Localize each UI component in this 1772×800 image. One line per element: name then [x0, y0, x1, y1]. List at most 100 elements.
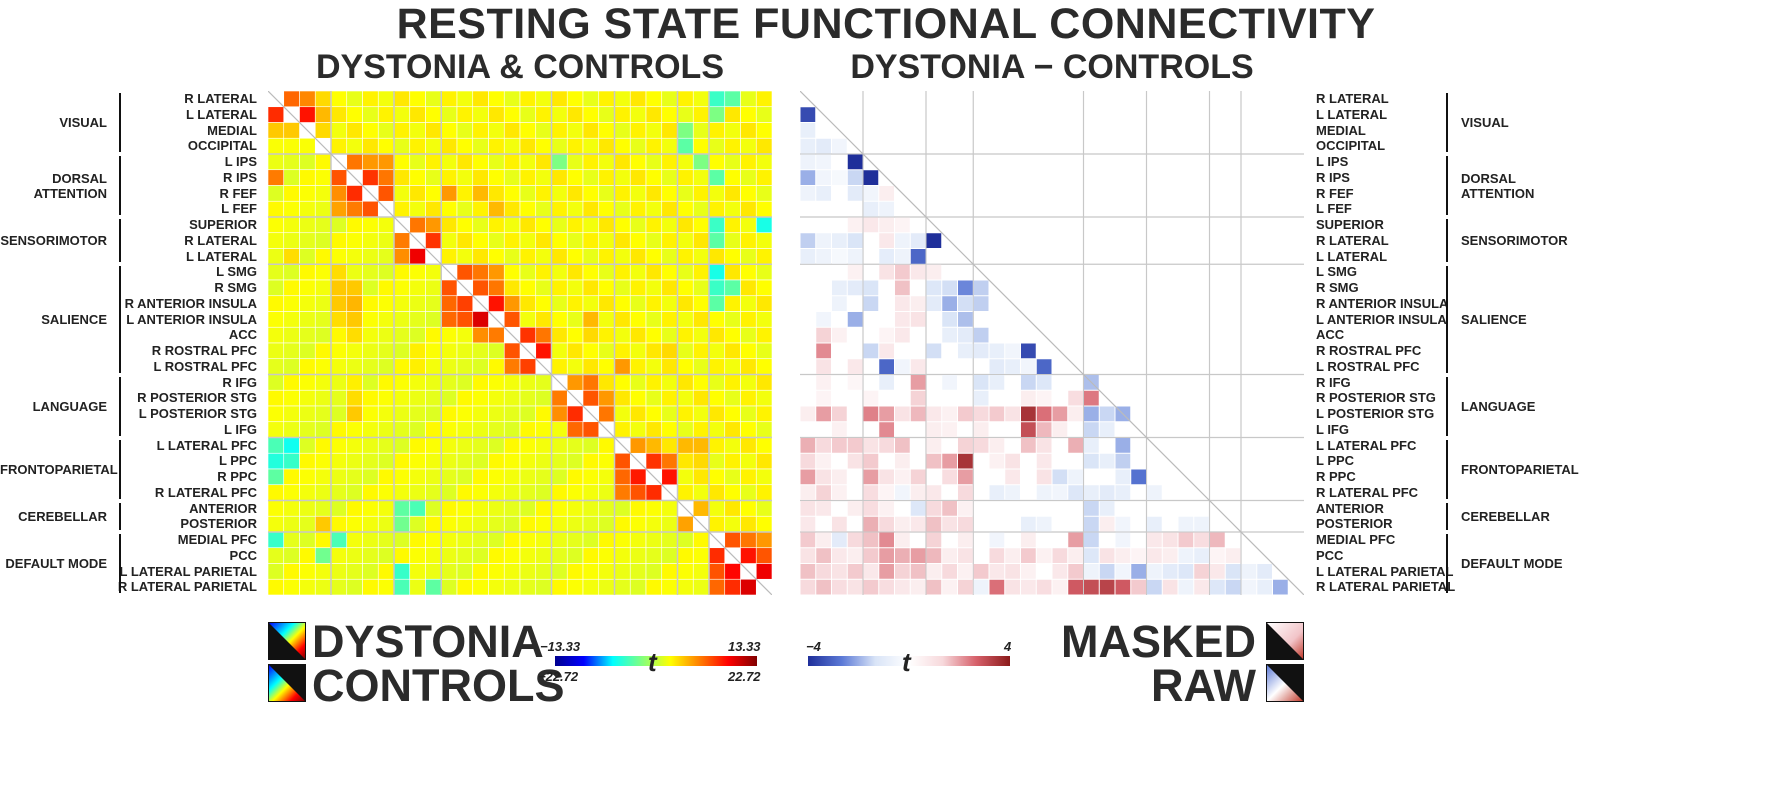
heatmap-cell	[677, 578, 694, 595]
heatmap-cell	[488, 216, 505, 234]
region-label: OCCIPITAL	[1316, 138, 1386, 154]
heatmap-cell	[425, 279, 442, 297]
heatmap-cell	[692, 169, 710, 186]
heatmap-cell	[816, 375, 831, 390]
heatmap-cell	[503, 232, 521, 249]
heatmap-cell	[268, 185, 285, 202]
heatmap-cell	[551, 248, 568, 265]
heatmap-cell	[362, 232, 379, 249]
heatmap-cell	[393, 563, 411, 580]
heatmap-cell	[1131, 548, 1146, 563]
heatmap-cell	[614, 295, 631, 312]
heatmap-cell	[346, 531, 363, 549]
heatmap-cell	[598, 200, 615, 218]
heatmap-cell	[582, 137, 600, 155]
heatmap-cell	[1131, 579, 1146, 595]
heatmap-cell	[456, 531, 474, 549]
heatmap-cell	[800, 579, 816, 595]
heatmap-cell	[314, 153, 332, 171]
heatmap-cell	[488, 405, 505, 423]
network-bracket	[1446, 219, 1448, 263]
heatmap-cell	[551, 358, 568, 375]
jet-t-symbol: t	[648, 647, 657, 677]
heatmap-cell	[503, 295, 521, 312]
heatmap-cell	[724, 578, 741, 595]
heatmap-cell	[283, 452, 300, 470]
network-label: CEREBELLAR	[0, 509, 107, 524]
network-label: DORSAL ATTENTION	[1461, 171, 1581, 201]
heatmap-cell	[661, 169, 678, 186]
heatmap-cell	[629, 437, 647, 454]
heatmap-cell	[614, 547, 631, 564]
heatmap-cell	[629, 374, 647, 391]
heatmap-cell	[440, 153, 458, 171]
network-label-line: DORSAL	[1461, 170, 1516, 186]
heatmap-cell	[488, 153, 505, 171]
heatmap-cell	[566, 468, 584, 486]
heatmap-cell	[566, 137, 584, 155]
heatmap-cell	[582, 185, 600, 202]
heatmap-cell	[692, 248, 710, 265]
heatmap-cell	[629, 169, 647, 186]
heatmap-cell	[1115, 438, 1131, 453]
network-label: VISUAL	[0, 115, 107, 130]
heatmap-cell	[283, 263, 300, 281]
heatmap-cell	[1162, 564, 1178, 579]
heatmap-cell	[425, 389, 442, 407]
heatmap-cell	[629, 216, 647, 234]
raw-legend-label: RAW	[1151, 660, 1256, 711]
heatmap-cell	[472, 389, 489, 407]
heatmap-cell	[926, 438, 942, 453]
heatmap-cell	[800, 469, 816, 485]
heatmap-cell	[299, 106, 316, 123]
heatmap-cell	[598, 216, 615, 234]
heatmap-cell	[989, 453, 1005, 469]
heatmap-cell	[566, 311, 584, 328]
heatmap-cell	[488, 106, 505, 123]
heatmap-cell	[425, 263, 442, 281]
heatmap-cell	[314, 295, 332, 312]
heatmap-cell	[755, 169, 772, 186]
heatmap-cell	[692, 578, 710, 595]
heatmap-cell	[677, 342, 694, 360]
network-label-line: SENSORIMOTOR	[0, 233, 107, 249]
heatmap-cell	[1068, 579, 1083, 595]
network-bracket	[119, 266, 121, 373]
heatmap-cell	[1099, 422, 1115, 437]
heatmap-cell	[598, 358, 615, 375]
heatmap-cell	[283, 122, 300, 139]
heatmap-cell	[566, 232, 584, 249]
heatmap-cell	[645, 248, 663, 265]
heatmap-cell	[677, 295, 694, 312]
heatmap-cell	[1021, 516, 1036, 532]
heatmap-cell	[879, 406, 894, 422]
heatmap-cell	[661, 326, 678, 344]
heatmap-cell	[863, 501, 879, 516]
heatmap-cell	[1147, 564, 1162, 579]
heatmap-cell	[879, 548, 894, 563]
heatmap-cell	[989, 485, 1005, 500]
heatmap-cell	[692, 106, 710, 123]
heatmap-cell	[566, 578, 584, 595]
heatmap-cell	[1005, 548, 1020, 563]
heatmap-cell	[362, 311, 379, 328]
heatmap-cell	[614, 563, 631, 580]
heatmap-cell	[816, 138, 831, 154]
heatmap-cell	[456, 342, 474, 360]
heatmap-cell	[614, 263, 631, 281]
heatmap-cell	[645, 515, 663, 533]
heatmap-cell	[330, 137, 348, 155]
heatmap-cell	[661, 358, 678, 375]
heatmap-cell	[614, 153, 631, 171]
heatmap-cell	[314, 500, 332, 517]
heatmap-cell	[425, 342, 442, 360]
heatmap-cell	[299, 452, 316, 470]
heatmap-cell	[472, 358, 489, 375]
region-label: R IFG	[222, 374, 257, 390]
heatmap-cell	[1068, 390, 1083, 406]
heatmap-cell	[708, 169, 726, 186]
heatmap-cell	[440, 484, 458, 501]
heatmap-cell	[677, 248, 694, 265]
heatmap-cell	[832, 532, 847, 548]
network-bracket	[1446, 534, 1448, 593]
